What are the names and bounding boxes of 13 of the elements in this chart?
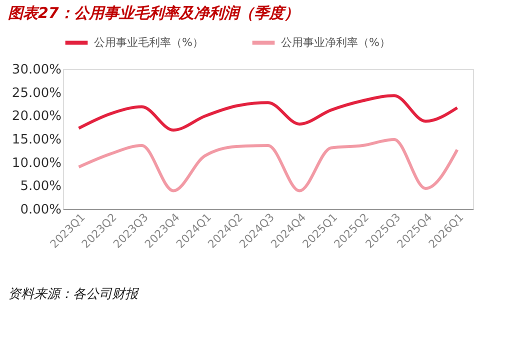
- y-tick-label: 20.00%: [12, 109, 62, 124]
- y-tick-label: 0.00%: [20, 202, 62, 218]
- text: 资料来源：各公司财报: [8, 287, 140, 302]
- y-tick-label: 10.00%: [12, 156, 62, 171]
- line-series: [77, 138, 459, 192]
- y-tick-label: 15.00%: [12, 132, 62, 148]
- y-tick-label: 25.00%: [12, 86, 62, 101]
- chart-title: 图表27：公用事业毛利率及净利润（季度）: [8, 4, 299, 22]
- y-tick-label: 5.00%: [20, 179, 62, 194]
- legend-label: 公用事业净利率（%）: [281, 36, 390, 49]
- y-tick-label: 30.00%: [12, 62, 62, 78]
- legend-label: 公用事业毛利率（%）: [94, 36, 204, 49]
- line-series: [77, 94, 459, 132]
